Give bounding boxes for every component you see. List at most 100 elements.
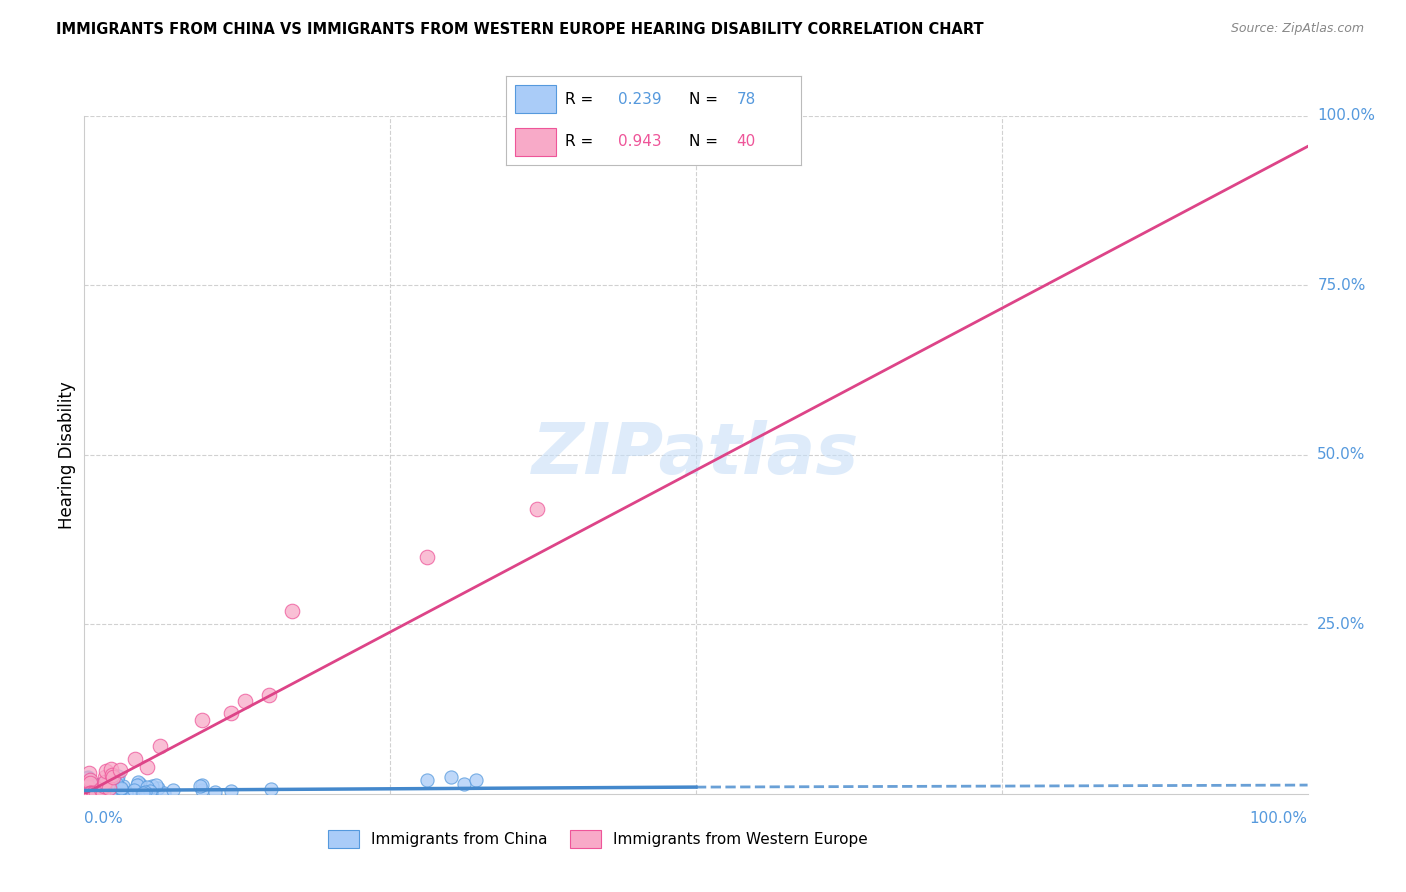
Point — [77, 786, 100, 800]
Point — [124, 752, 146, 766]
Point — [103, 787, 125, 801]
Point — [101, 768, 124, 782]
Point — [79, 776, 101, 790]
Point — [260, 782, 283, 797]
Point — [191, 783, 214, 797]
Point — [112, 779, 135, 793]
Point — [103, 784, 125, 798]
Point — [100, 777, 122, 791]
Point — [453, 777, 475, 791]
Point — [134, 785, 156, 799]
Point — [84, 778, 107, 792]
Point — [94, 764, 117, 779]
Point — [80, 783, 103, 797]
Point — [101, 787, 124, 801]
Legend: Immigrants from China, Immigrants from Western Europe: Immigrants from China, Immigrants from W… — [322, 824, 875, 854]
Bar — [515, 85, 557, 113]
Point — [77, 771, 100, 785]
Point — [162, 783, 184, 797]
Point — [76, 786, 98, 800]
Point — [526, 502, 548, 516]
Point — [100, 783, 122, 797]
Point — [100, 787, 122, 801]
Text: ZIPatlas: ZIPatlas — [533, 420, 859, 490]
Point — [139, 784, 162, 798]
Point — [80, 786, 103, 800]
Point — [148, 780, 170, 795]
Point — [416, 549, 439, 564]
Point — [75, 785, 97, 799]
Point — [233, 694, 256, 708]
Point — [76, 779, 98, 793]
Point — [84, 786, 107, 800]
Point — [94, 770, 117, 784]
Text: 40: 40 — [737, 135, 755, 149]
Point — [75, 776, 97, 790]
Point — [79, 786, 101, 800]
Text: 25.0%: 25.0% — [1317, 617, 1365, 632]
Point — [94, 784, 117, 798]
Point — [83, 786, 105, 800]
Point — [219, 706, 242, 721]
Point — [204, 785, 226, 799]
Point — [190, 778, 212, 792]
Text: N =: N = — [689, 135, 723, 149]
Point — [90, 780, 112, 794]
Text: 0.239: 0.239 — [619, 92, 662, 106]
Point — [111, 785, 134, 799]
Text: IMMIGRANTS FROM CHINA VS IMMIGRANTS FROM WESTERN EUROPE HEARING DISABILITY CORRE: IMMIGRANTS FROM CHINA VS IMMIGRANTS FROM… — [56, 22, 984, 37]
Point — [107, 783, 129, 797]
Text: 0.943: 0.943 — [619, 135, 662, 149]
Point — [104, 780, 127, 795]
Point — [122, 782, 145, 797]
Y-axis label: Hearing Disability: Hearing Disability — [58, 381, 76, 529]
Point — [98, 781, 121, 796]
Point — [131, 786, 153, 800]
Point — [84, 786, 107, 800]
Point — [90, 782, 112, 797]
Point — [129, 777, 152, 791]
Point — [86, 783, 108, 797]
Point — [141, 779, 163, 793]
Point — [75, 783, 97, 797]
Point — [76, 783, 98, 797]
Point — [96, 784, 118, 798]
Point — [79, 786, 101, 800]
Point — [93, 779, 115, 793]
Text: 100.0%: 100.0% — [1250, 811, 1308, 826]
Text: N =: N = — [689, 92, 723, 106]
Point — [96, 787, 118, 801]
Text: R =: R = — [565, 135, 599, 149]
Point — [100, 763, 122, 777]
Point — [91, 780, 114, 794]
Point — [464, 773, 486, 788]
Bar — [515, 128, 557, 156]
Point — [191, 713, 214, 727]
Point — [105, 772, 128, 786]
Point — [79, 765, 101, 780]
Text: 75.0%: 75.0% — [1317, 278, 1365, 293]
Point — [149, 739, 172, 753]
Point — [110, 783, 132, 797]
Text: R =: R = — [565, 92, 599, 106]
Point — [94, 775, 117, 789]
Point — [153, 786, 176, 800]
Point — [145, 778, 167, 792]
Point — [136, 785, 159, 799]
Point — [257, 688, 280, 702]
Point — [79, 772, 101, 787]
Point — [440, 770, 463, 784]
Point — [91, 786, 114, 800]
Point — [76, 786, 98, 800]
Point — [79, 786, 101, 800]
Point — [103, 781, 125, 796]
Point — [416, 773, 439, 788]
Text: Source: ZipAtlas.com: Source: ZipAtlas.com — [1230, 22, 1364, 36]
Point — [127, 775, 149, 789]
Text: 0.0%: 0.0% — [84, 811, 124, 826]
Point — [115, 786, 138, 800]
Point — [97, 785, 120, 799]
Point — [107, 769, 129, 783]
Point — [83, 787, 105, 801]
Point — [125, 778, 148, 792]
